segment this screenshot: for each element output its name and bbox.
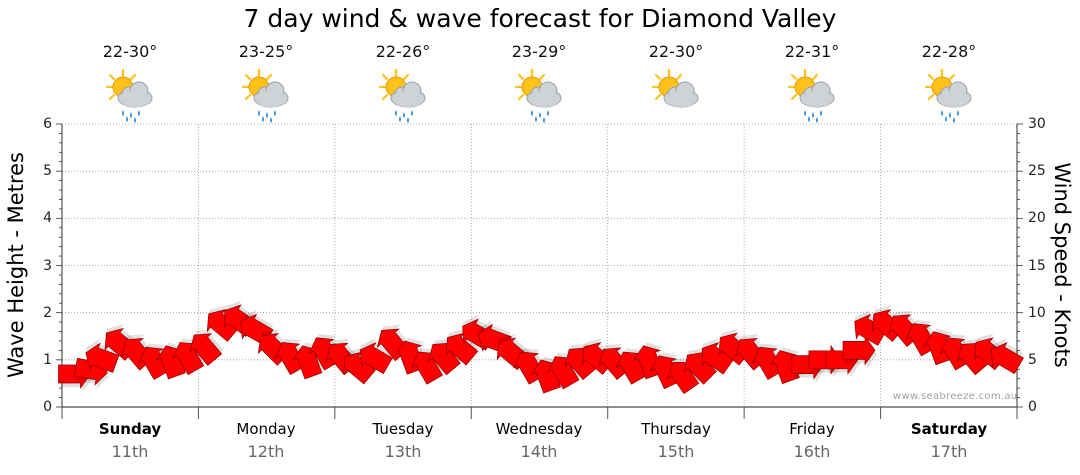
y2-tick-label: 10 <box>1028 305 1046 321</box>
wind-arrow-shape <box>666 361 700 395</box>
sun-cloud-rain-icon <box>787 68 839 124</box>
day-date: 17th <box>930 442 968 461</box>
grid-lines <box>62 123 1017 407</box>
y2-tick-label: 25 <box>1028 163 1046 179</box>
y2-tick-label: 5 <box>1028 352 1037 368</box>
day-date: 12th <box>247 442 285 461</box>
temperature-label: 22-26° <box>375 42 431 61</box>
wind-arrow <box>85 338 120 373</box>
wind-arrow-shape <box>291 345 323 380</box>
day-name: Sunday <box>98 420 162 438</box>
y2-tick-label: 20 <box>1028 210 1046 226</box>
day-date: 16th <box>793 442 831 461</box>
wind-arrow-shape <box>445 332 479 366</box>
wind-arrows <box>58 300 1024 395</box>
wind-arrow-shape <box>343 351 376 385</box>
wind-arrow-shape <box>427 342 461 376</box>
wind-arrow-shape <box>189 333 223 366</box>
wind-arrow <box>684 348 718 385</box>
wind-arrow <box>990 338 1024 375</box>
sun-cloud-rain-icon <box>514 68 566 124</box>
wind-arrow <box>445 328 479 366</box>
wind-arrow-shape <box>842 335 876 366</box>
temperature-label: 22-30° <box>648 42 704 61</box>
wind-arrow <box>842 335 877 369</box>
y-tick-label: 6 <box>43 116 52 132</box>
y-tick-label: 4 <box>43 210 52 226</box>
day-name: Friday <box>789 420 835 438</box>
wind-arrow <box>359 338 393 375</box>
temperature-label: 22-28° <box>921 42 977 61</box>
y-tick-label: 2 <box>43 305 52 321</box>
wind-arrow <box>343 347 377 385</box>
wind-arrow-shape <box>85 342 120 373</box>
temperature-label: 23-25° <box>238 42 294 61</box>
day-name: Tuesday <box>372 420 434 438</box>
sun-cloud-rain-icon <box>105 68 157 124</box>
day-date: 14th <box>520 442 558 461</box>
temperature-label: 23-29° <box>511 42 567 61</box>
y2-tick-label: 30 <box>1028 116 1046 132</box>
sun-cloud-rain-icon <box>924 68 976 124</box>
wind-arrow <box>172 338 207 376</box>
watermark: www.seabreeze.com.au <box>893 391 1018 402</box>
temperature-label: 22-31° <box>784 42 840 61</box>
y-tick-label: 3 <box>43 258 52 274</box>
y-tick-label: 5 <box>43 163 52 179</box>
sun-cloud-rain-icon <box>241 68 293 124</box>
y2-tick-label: 0 <box>1028 399 1037 415</box>
sun-cloud-rain-icon <box>378 68 430 124</box>
day-date: 11th <box>111 442 149 461</box>
wind-arrow-shape <box>410 351 443 385</box>
wind-arrow-shape <box>359 341 393 375</box>
wind-arrow-shape <box>684 351 717 385</box>
day-name: Saturday <box>910 420 988 438</box>
wind-arrow-shape <box>547 356 580 390</box>
wind-arrow <box>666 358 701 395</box>
temperature-label: 22-30° <box>102 42 158 61</box>
day-name: Wednesday <box>495 420 583 438</box>
day-name: Thursday <box>641 420 711 438</box>
day-date: 15th <box>657 442 695 461</box>
y-tick-label: 1 <box>43 352 52 368</box>
sun-cloud-icon <box>651 68 703 124</box>
wind-arrow-shape <box>990 341 1024 375</box>
day-date: 13th <box>384 442 422 461</box>
day-name: Monday <box>236 420 296 438</box>
wind-arrow <box>547 352 582 390</box>
wind-arrow-shape <box>172 342 205 376</box>
y2-tick-label: 15 <box>1028 258 1046 274</box>
wind-arrow <box>410 348 445 385</box>
chart-title: 7 day wind & wave forecast for Diamond V… <box>243 4 837 33</box>
y-tick-label: 0 <box>43 399 52 415</box>
wind-arrow <box>189 329 224 366</box>
